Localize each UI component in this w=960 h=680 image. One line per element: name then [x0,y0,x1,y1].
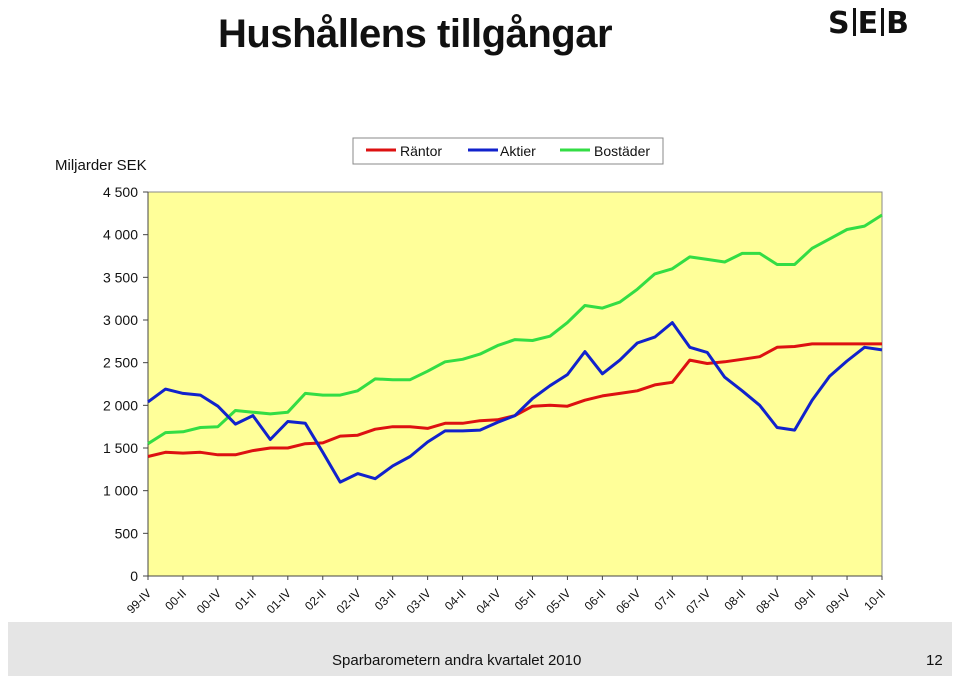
plot-background [147,191,883,577]
x-tick-label: 04-IV [473,586,503,616]
x-tick-label: 06-II [582,586,609,613]
y-tick-label: 4 500 [103,184,138,200]
y-tick-label: 2 000 [103,397,138,413]
x-tick-label: 06-IV [613,586,643,616]
x-tick-label: 09-II [791,586,818,613]
x-tick-label: 10-II [861,586,888,613]
y-tick-label: 3 000 [103,312,138,328]
footer-text: Sparbarometern andra kvartalet 2010 [332,652,582,669]
legend-label: Aktier [500,143,536,159]
line-chart: Miljarder SEK 0 500 1 000 1 500 2 000 2 500 3 … [55,137,888,616]
x-tick-label: 05-II [512,586,539,613]
y-tick-label: 3 500 [103,269,138,285]
legend-label: Bostäder [594,143,650,159]
page-number: 12 [926,652,943,669]
y-tick-label: 1 000 [103,483,138,499]
x-tick-label: 00-IV [194,586,224,616]
y-tick-label: 4 000 [103,227,138,243]
x-tick-label: 03-IV [404,586,434,616]
y-axis-label: Miljarder SEK [55,157,147,174]
legend: Räntor Aktier Bostäder [352,137,664,165]
y-tick-label: 1 500 [103,440,138,456]
plot-area: 0 500 1 000 1 500 2 000 2 500 3 000 3 500 4 000 4… [103,184,888,616]
y-tick-label: 500 [115,525,139,541]
x-tick-label: 02-II [302,586,329,613]
x-tick-label: 07-IV [683,586,713,616]
y-tick-label: 0 [130,568,138,584]
x-tick-label: 05-IV [543,586,573,616]
legend-label: Räntor [400,143,442,159]
x-tick-label: 03-II [372,586,399,613]
footer-bar [8,622,952,676]
x-tick-label: 02-IV [334,586,364,616]
x-tick-label: 07-II [652,586,679,613]
series-line-bostder [147,213,883,445]
x-tick-label: 01-IV [264,586,294,616]
legend-box [352,137,664,165]
x-tick-label: 08-II [721,586,748,613]
page-title: Hushållens tillgångar [218,12,613,56]
x-tick-label: 99-IV [124,586,154,616]
y-tick-label: 2 500 [103,355,138,371]
x-tick-label: 01-II [232,586,259,613]
x-tick-label: 08-IV [753,586,783,616]
x-tick-label: 04-II [442,586,469,613]
series-line-aktier [147,321,883,484]
x-tick-label: 09-IV [823,586,853,616]
x-tick-label: 00-II [162,586,189,613]
